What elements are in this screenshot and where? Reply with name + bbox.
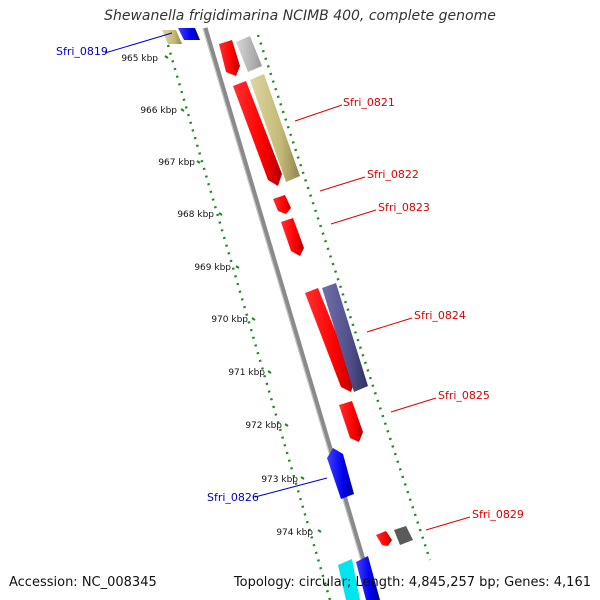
gene-sfri-0821-red[interactable] <box>233 81 282 186</box>
backbone-highlight <box>202 27 374 600</box>
ruler-tick-label: 970 kbp <box>211 315 248 325</box>
gene-sfri-0822[interactable] <box>273 195 291 214</box>
gene-label-sfri-0822[interactable]: Sfri_0822 <box>367 168 419 181</box>
ruler-tick <box>251 317 256 321</box>
gene-sfri-0819[interactable] <box>178 28 200 40</box>
leader-sfri-0825 <box>390 397 437 413</box>
leader-sfri-0822 <box>319 176 366 192</box>
ruler-tick <box>267 370 272 374</box>
ruler-tick <box>164 55 169 59</box>
accession-text: Accession: NC_008345 <box>9 575 157 590</box>
gene-labels: Sfri_0819 Sfri_0821 Sfri_0822 Sfri_0823 … <box>56 45 524 521</box>
gene-label-sfri-0821[interactable]: Sfri_0821 <box>343 96 395 109</box>
backbone-line <box>202 27 378 600</box>
ruler-tick <box>284 423 289 427</box>
gene-features <box>162 28 413 600</box>
genome-summary-text: Topology: circular; Length: 4,845,257 bp… <box>233 575 591 590</box>
leader-sfri-0826 <box>254 477 328 498</box>
leader-sfri-0819 <box>104 32 173 54</box>
ruler-tick <box>196 160 201 164</box>
gene-sfri-0824-red[interactable] <box>305 288 355 392</box>
gene-sfri-0825[interactable] <box>339 401 363 442</box>
genome-title: Shewanella frigidimarina NCIMB 400, comp… <box>104 8 496 24</box>
gene-dark-grey[interactable] <box>394 526 413 545</box>
gene-label-sfri-0829[interactable]: Sfri_0829 <box>472 508 524 521</box>
ruler-tick-label: 972 kbp <box>245 421 282 431</box>
ruler-tick-label: 966 kbp <box>140 106 177 116</box>
ruler-tick <box>218 212 223 216</box>
label-leaders <box>104 32 471 531</box>
gene-blue-bottom[interactable] <box>356 556 380 600</box>
gene-sfri-0826[interactable] <box>327 448 354 499</box>
gene-grey-pseudo[interactable] <box>236 36 262 72</box>
gene-sfri-0829[interactable] <box>376 531 392 546</box>
gene-tan-top[interactable] <box>162 30 182 44</box>
leader-sfri-0823 <box>330 209 377 225</box>
gene-sfri-0823[interactable] <box>281 218 304 256</box>
ruler-tick-label: 969 kbp <box>194 263 231 273</box>
ruler-tick-label: 967 kbp <box>158 158 195 168</box>
ruler-dotted-line-left <box>166 44 332 600</box>
gene-sfri-0821-tan[interactable] <box>250 74 300 182</box>
gene-label-sfri-0824[interactable]: Sfri_0824 <box>414 309 466 322</box>
gene-red-arrow[interactable] <box>219 40 240 76</box>
ruler-tick <box>235 265 240 269</box>
ruler-ticks: 965 kbp 966 kbp 967 kbp 968 kbp 969 kbp … <box>121 54 322 538</box>
ruler-tick-label: 971 kbp <box>228 368 265 378</box>
leader-sfri-0829 <box>425 516 471 531</box>
gene-label-sfri-0825[interactable]: Sfri_0825 <box>438 389 490 402</box>
ruler-tick <box>300 476 305 480</box>
gene-sfri-0824-purple[interactable] <box>322 283 368 392</box>
gene-label-sfri-0826[interactable]: Sfri_0826 <box>207 491 259 504</box>
ruler-tick <box>317 529 322 533</box>
ruler-tick-label: 974 kbp <box>276 528 313 538</box>
leader-sfri-0824 <box>366 317 413 333</box>
gene-label-sfri-0819[interactable]: Sfri_0819 <box>56 45 108 58</box>
gene-label-sfri-0823[interactable]: Sfri_0823 <box>378 201 430 214</box>
ruler-tick-label: 968 kbp <box>177 210 214 220</box>
ruler-tick-label: 973 kbp <box>261 475 298 485</box>
leader-sfri-0821 <box>294 104 343 122</box>
ruler-tick <box>180 108 185 112</box>
ruler-tick-label: 965 kbp <box>121 54 158 64</box>
track-band <box>160 30 430 600</box>
gene-cyan-bottom[interactable] <box>338 559 360 600</box>
